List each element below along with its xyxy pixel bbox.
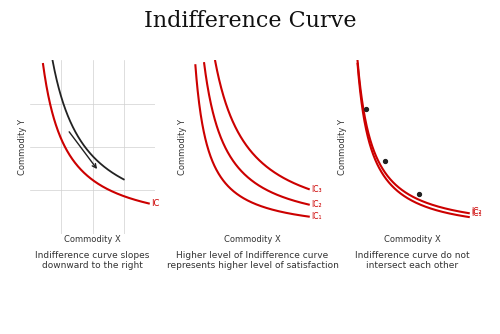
Y-axis label: Commodity Y: Commodity Y [178, 119, 187, 175]
X-axis label: Commodity X: Commodity X [224, 235, 281, 244]
Text: Indifference curve do not
intersect each other: Indifference curve do not intersect each… [355, 250, 470, 270]
Text: Indifference curve slopes
downward to the right: Indifference curve slopes downward to th… [36, 250, 150, 270]
Y-axis label: Commodity Y: Commodity Y [338, 119, 347, 175]
Text: Indifference Curve: Indifference Curve [144, 10, 356, 32]
Text: IC₂: IC₂ [311, 200, 322, 209]
Text: IC: IC [151, 199, 160, 208]
Text: IC₁: IC₁ [471, 209, 482, 218]
X-axis label: Commodity X: Commodity X [384, 235, 441, 244]
X-axis label: Commodity X: Commodity X [64, 235, 121, 244]
Text: IC₃: IC₃ [311, 185, 322, 194]
Y-axis label: Commodity Y: Commodity Y [18, 119, 27, 175]
Text: IC₂: IC₂ [471, 207, 482, 216]
Text: Higher level of Indifference curve
represents higher level of satisfaction: Higher level of Indifference curve repre… [166, 250, 338, 270]
Text: IC₁: IC₁ [311, 212, 322, 221]
